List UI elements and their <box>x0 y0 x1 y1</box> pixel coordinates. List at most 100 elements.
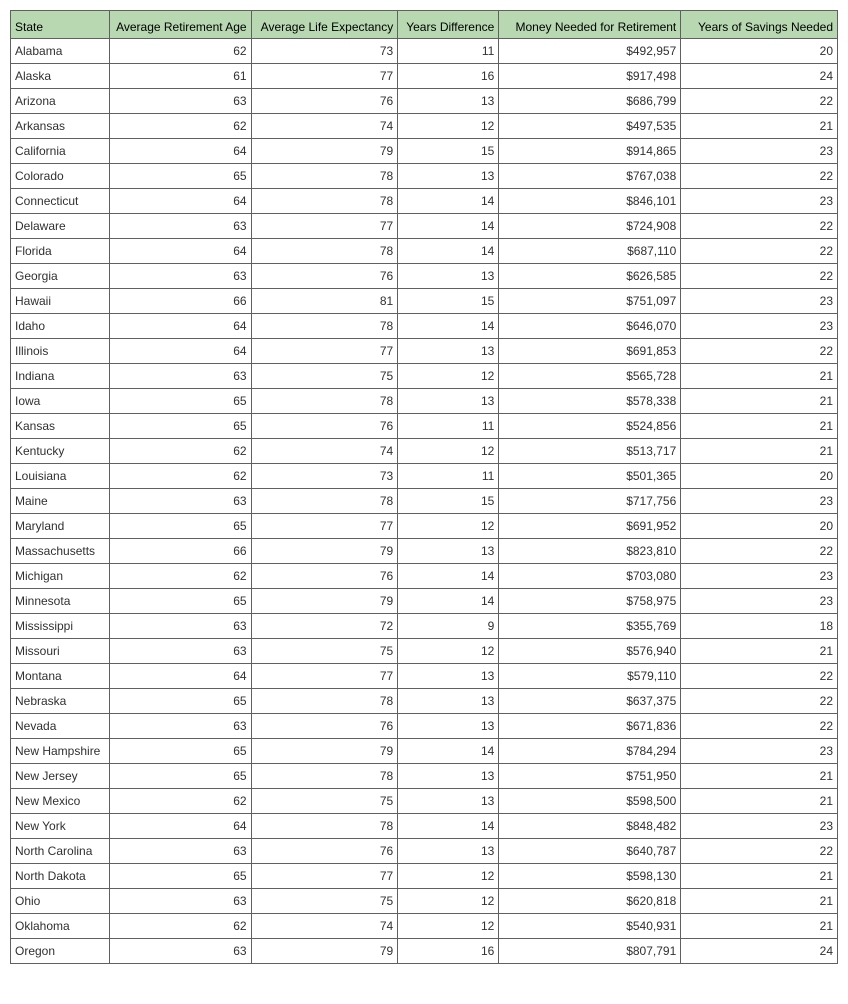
cell-money: $848,482 <box>499 814 681 839</box>
cell-money: $691,853 <box>499 339 681 364</box>
table-row: North Carolina637613$640,78722 <box>11 839 838 864</box>
cell-money: $686,799 <box>499 89 681 114</box>
cell-diff: 13 <box>398 689 499 714</box>
cell-money: $784,294 <box>499 739 681 764</box>
cell-diff: 13 <box>398 539 499 564</box>
cell-state: Connecticut <box>11 189 110 214</box>
cell-life: 79 <box>251 739 398 764</box>
cell-money: $524,856 <box>499 414 681 439</box>
cell-state: New Mexico <box>11 789 110 814</box>
cell-life: 78 <box>251 489 398 514</box>
table-row: Oregon637916$807,79124 <box>11 939 838 964</box>
table-row: Oklahoma627412$540,93121 <box>11 914 838 939</box>
table-row: Indiana637512$565,72821 <box>11 364 838 389</box>
cell-state: Oregon <box>11 939 110 964</box>
cell-money: $497,535 <box>499 114 681 139</box>
cell-state: New Hampshire <box>11 739 110 764</box>
table-row: Kentucky627412$513,71721 <box>11 439 838 464</box>
cell-age: 63 <box>110 489 252 514</box>
cell-age: 63 <box>110 89 252 114</box>
table-row: Alabama627311$492,95720 <box>11 39 838 64</box>
cell-save: 21 <box>681 389 838 414</box>
cell-life: 76 <box>251 714 398 739</box>
cell-age: 63 <box>110 639 252 664</box>
cell-money: $751,097 <box>499 289 681 314</box>
cell-money: $355,769 <box>499 614 681 639</box>
retirement-table: StateAverage Retirement AgeAverage Life … <box>10 10 838 964</box>
cell-money: $646,070 <box>499 314 681 339</box>
cell-save: 24 <box>681 939 838 964</box>
cell-diff: 12 <box>398 114 499 139</box>
table-row: New Hampshire657914$784,29423 <box>11 739 838 764</box>
cell-age: 65 <box>110 764 252 789</box>
cell-age: 63 <box>110 614 252 639</box>
cell-money: $767,038 <box>499 164 681 189</box>
table-row: Minnesota657914$758,97523 <box>11 589 838 614</box>
cell-diff: 15 <box>398 489 499 514</box>
cell-state: Kentucky <box>11 439 110 464</box>
table-row: Florida647814$687,11022 <box>11 239 838 264</box>
cell-age: 65 <box>110 514 252 539</box>
cell-life: 79 <box>251 939 398 964</box>
table-row: Colorado657813$767,03822 <box>11 164 838 189</box>
table-row: Georgia637613$626,58522 <box>11 264 838 289</box>
cell-save: 23 <box>681 814 838 839</box>
cell-life: 76 <box>251 414 398 439</box>
cell-life: 75 <box>251 889 398 914</box>
cell-state: Oklahoma <box>11 914 110 939</box>
cell-age: 64 <box>110 814 252 839</box>
cell-diff: 11 <box>398 39 499 64</box>
cell-life: 78 <box>251 164 398 189</box>
cell-age: 64 <box>110 139 252 164</box>
cell-save: 23 <box>681 489 838 514</box>
table-row: Louisiana627311$501,36520 <box>11 464 838 489</box>
table-row: Connecticut647814$846,10123 <box>11 189 838 214</box>
cell-age: 62 <box>110 789 252 814</box>
cell-life: 75 <box>251 789 398 814</box>
cell-money: $846,101 <box>499 189 681 214</box>
cell-diff: 14 <box>398 189 499 214</box>
table-row: North Dakota657712$598,13021 <box>11 864 838 889</box>
cell-life: 76 <box>251 89 398 114</box>
cell-money: $598,500 <box>499 789 681 814</box>
cell-money: $578,338 <box>499 389 681 414</box>
cell-save: 23 <box>681 139 838 164</box>
cell-diff: 11 <box>398 464 499 489</box>
table-row: Arizona637613$686,79922 <box>11 89 838 114</box>
cell-diff: 13 <box>398 339 499 364</box>
cell-state: Nebraska <box>11 689 110 714</box>
cell-state: Michigan <box>11 564 110 589</box>
cell-save: 21 <box>681 639 838 664</box>
cell-state: Louisiana <box>11 464 110 489</box>
cell-save: 22 <box>681 839 838 864</box>
cell-state: Florida <box>11 239 110 264</box>
table-row: Arkansas627412$497,53521 <box>11 114 838 139</box>
cell-age: 64 <box>110 664 252 689</box>
cell-age: 65 <box>110 164 252 189</box>
cell-age: 63 <box>110 939 252 964</box>
cell-state: Maine <box>11 489 110 514</box>
cell-age: 61 <box>110 64 252 89</box>
cell-money: $758,975 <box>499 589 681 614</box>
cell-age: 65 <box>110 739 252 764</box>
cell-life: 77 <box>251 64 398 89</box>
table-row: Massachusetts667913$823,81022 <box>11 539 838 564</box>
cell-age: 63 <box>110 889 252 914</box>
cell-life: 76 <box>251 564 398 589</box>
cell-save: 21 <box>681 414 838 439</box>
cell-state: Mississippi <box>11 614 110 639</box>
table-row: Illinois647713$691,85322 <box>11 339 838 364</box>
cell-state: California <box>11 139 110 164</box>
cell-money: $576,940 <box>499 639 681 664</box>
cell-money: $691,952 <box>499 514 681 539</box>
cell-money: $717,756 <box>499 489 681 514</box>
cell-state: Alabama <box>11 39 110 64</box>
cell-state: Minnesota <box>11 589 110 614</box>
cell-diff: 13 <box>398 164 499 189</box>
cell-life: 74 <box>251 439 398 464</box>
cell-life: 76 <box>251 264 398 289</box>
cell-save: 23 <box>681 739 838 764</box>
cell-save: 20 <box>681 39 838 64</box>
cell-money: $703,080 <box>499 564 681 589</box>
column-header-age: Average Retirement Age <box>110 11 252 39</box>
